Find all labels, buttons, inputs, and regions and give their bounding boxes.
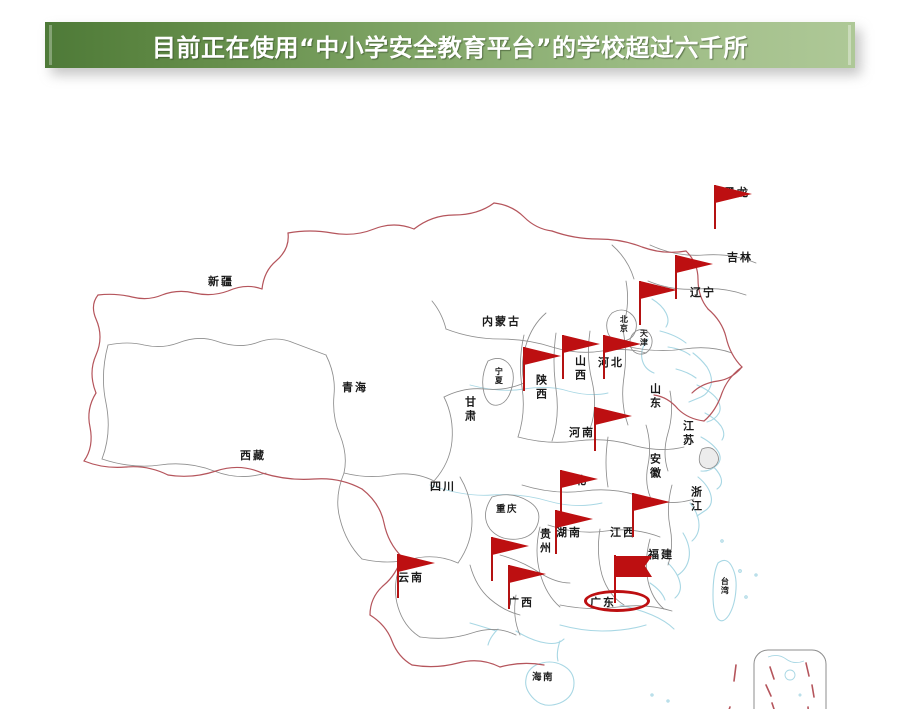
flag-marker-guangxi[interactable] xyxy=(508,565,554,611)
flag-cloth xyxy=(509,565,546,583)
flag-pole xyxy=(603,335,605,379)
flag-cloth xyxy=(492,537,529,555)
flag-marker-jilin[interactable] xyxy=(675,255,721,301)
flag-cloth xyxy=(561,470,598,488)
flag-marker-hubei[interactable] xyxy=(560,470,606,516)
flag-cloth xyxy=(398,554,435,572)
province-label-chongqing: 重庆 xyxy=(496,505,519,515)
province-label-jiangsu: 江苏 xyxy=(681,420,694,448)
title-banner: 目前正在使用“中小学安全教育平台”的学校超过六千所 xyxy=(45,22,855,68)
flag-pole xyxy=(491,537,493,581)
national-border-layer xyxy=(83,202,743,668)
flag-marker-jiangxi[interactable] xyxy=(632,493,678,539)
flag-pole xyxy=(639,281,641,325)
flag-pole xyxy=(594,407,596,451)
flag-pole xyxy=(632,493,634,537)
province-label-hunan: 湖南 xyxy=(556,527,582,539)
flag-marker-henan[interactable] xyxy=(594,407,640,453)
province-label-guizhou: 贵州 xyxy=(538,528,551,556)
flag-marker-hunan[interactable] xyxy=(555,510,601,556)
province-label-tianjin: 天津 xyxy=(639,329,649,347)
province-label-xinjiang: 新疆 xyxy=(208,276,234,288)
page-title: 目前正在使用“中小学安全教育平台”的学校超过六千所 xyxy=(151,33,749,62)
flag-marker-guangdong[interactable] xyxy=(614,555,660,603)
flag-cloth xyxy=(715,185,752,203)
province-label-hainan: 海南 xyxy=(532,673,555,683)
flag-marker-liaoning[interactable] xyxy=(639,281,685,327)
flag-cloth xyxy=(524,347,561,365)
province-label-jiangxi: 江西 xyxy=(610,527,636,539)
province-label-shanxi: 山西 xyxy=(573,355,586,383)
province-label-yunnan: 云南 xyxy=(398,572,424,584)
flag-marker-yunnan[interactable] xyxy=(397,554,443,600)
flag-pole xyxy=(523,347,525,391)
china-map-svg xyxy=(83,202,827,709)
flag-cloth xyxy=(563,335,600,353)
province-label-henan: 河南 xyxy=(569,427,595,439)
province-label-beijing: 北京 xyxy=(619,315,629,333)
south-china-sea-inset xyxy=(728,649,827,709)
flag-pole xyxy=(614,555,617,603)
flag-pole xyxy=(560,470,562,514)
china-map: 新疆 西藏 青海 甘肃 内蒙古 宁夏 陕西 山西 河北 北京 天津 山东 河南 … xyxy=(0,85,898,709)
province-label-fujian: 福建 xyxy=(648,549,674,561)
flag-pole xyxy=(714,185,716,229)
flag-marker-guizhou[interactable] xyxy=(491,537,537,583)
flag-marker-heilongjiang[interactable] xyxy=(714,185,760,231)
guangdong-highlight-ring xyxy=(584,590,650,612)
flag-cloth-wavy xyxy=(616,556,652,577)
flag-cloth xyxy=(556,510,593,528)
flag-marker-shaanxi[interactable] xyxy=(523,347,569,393)
province-label-gansu: 甘肃 xyxy=(463,396,476,424)
title-banner-container: 目前正在使用“中小学安全教育平台”的学校超过六千所 xyxy=(45,22,861,75)
flag-marker-hebei[interactable] xyxy=(603,335,649,381)
province-label-zhejiang: 浙江 xyxy=(689,486,702,514)
flag-cloth xyxy=(676,255,713,273)
province-label-sichuan: 四川 xyxy=(430,481,456,493)
flag-cloth xyxy=(604,335,641,353)
province-label-hebei: 河北 xyxy=(598,357,624,369)
flag-cloth xyxy=(595,407,632,425)
province-label-shaanxi: 陕西 xyxy=(534,374,547,402)
province-label-guangxi: 广西 xyxy=(508,597,534,609)
flag-pole xyxy=(562,335,564,379)
flag-cloth xyxy=(633,493,670,511)
flag-pole xyxy=(508,565,510,609)
province-label-qinghai: 青海 xyxy=(342,382,368,394)
flag-pole xyxy=(555,510,557,554)
province-label-liaoning: 辽宁 xyxy=(690,287,716,299)
flag-pole xyxy=(397,554,399,598)
province-label-neimenggu: 内蒙古 xyxy=(482,316,521,328)
province-label-taiwan: 台湾 xyxy=(720,577,730,595)
province-label-jilin: 吉林 xyxy=(727,252,753,264)
flag-cloth xyxy=(640,281,677,299)
coastline-layer xyxy=(429,298,758,706)
flag-marker-shanxi[interactable] xyxy=(562,335,608,381)
province-label-shandong: 山东 xyxy=(648,383,661,411)
province-label-ningxia: 宁夏 xyxy=(494,367,504,385)
province-label-anhui: 安徽 xyxy=(648,453,661,481)
province-label-xizang: 西藏 xyxy=(240,450,266,462)
flag-pole xyxy=(675,255,677,299)
